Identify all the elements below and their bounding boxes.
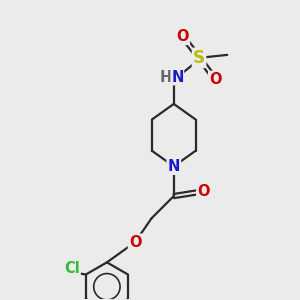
Text: O: O	[129, 235, 141, 250]
Text: N: N	[171, 70, 184, 85]
Text: Cl: Cl	[64, 261, 80, 276]
Text: O: O	[209, 72, 222, 87]
Text: O: O	[197, 184, 210, 199]
Text: N: N	[168, 159, 180, 174]
Text: O: O	[176, 29, 189, 44]
Text: H: H	[159, 70, 172, 85]
Text: S: S	[193, 49, 205, 67]
